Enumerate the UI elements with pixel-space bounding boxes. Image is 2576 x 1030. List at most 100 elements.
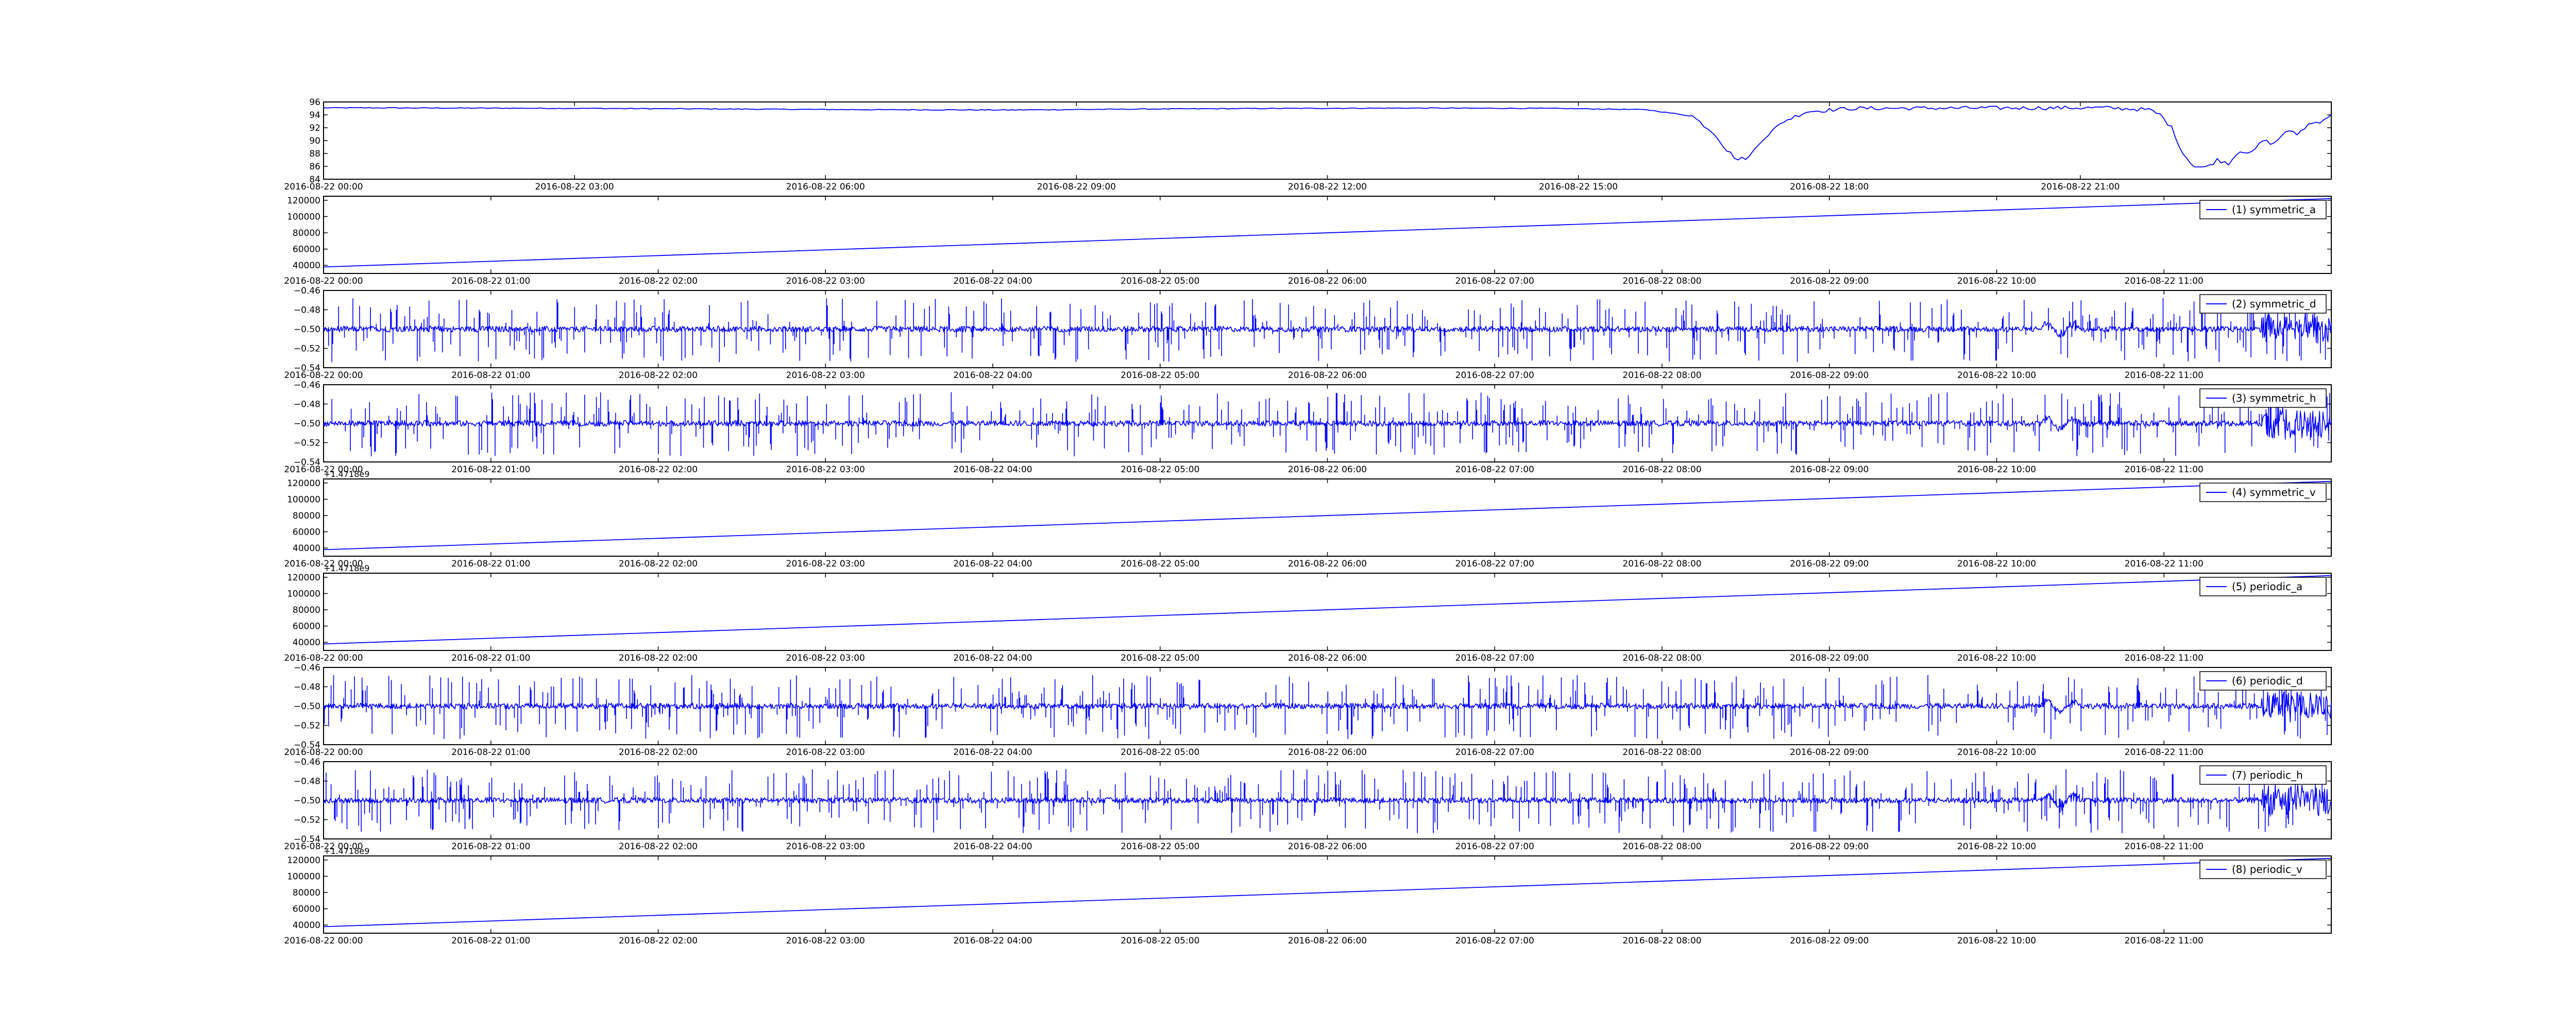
legend-label: (1) symmetric_a — [2232, 203, 2316, 216]
x-tick-label: 2016-08-22 05:00 — [1121, 936, 1199, 946]
legend: (7) periodic_h — [2199, 765, 2327, 785]
y-tick-label: 100000 — [287, 212, 320, 222]
x-tick-label: 2016-08-22 08:00 — [1622, 653, 1701, 663]
legend-label: (5) periodic_a — [2232, 580, 2302, 593]
x-tick-label: 2016-08-22 04:00 — [953, 276, 1032, 286]
subplot-7: −0.54 −0.52 −0.50 −0.48 −0.46 2016-08-22 00:0… — [284, 757, 2332, 852]
x-tick-label: 2016-08-22 21:00 — [2041, 182, 2120, 192]
x-tick-label: 2016-08-22 07:00 — [1455, 653, 1534, 663]
x-tick-label: 2016-08-22 07:00 — [1455, 465, 1534, 475]
x-tick-label: 2016-08-22 02:00 — [619, 559, 698, 569]
legend: (8) periodic_v — [2199, 860, 2327, 879]
x-tick-label: 2016-08-22 04:00 — [953, 653, 1032, 663]
y-tick-label: 100000 — [287, 494, 320, 505]
subplot-8: 40000 60000 80000 100000 120000 2016-08-22 00… — [284, 846, 2332, 946]
y-tick-label: 120000 — [287, 196, 320, 206]
y-tick-label: 60000 — [293, 527, 320, 538]
x-tick-label: 2016-08-22 12:00 — [1288, 182, 1367, 192]
axes-frame — [323, 101, 2332, 180]
subplot-6: −0.54 −0.52 −0.50 −0.48 −0.46 2016-08-22 00:0… — [284, 663, 2332, 758]
axes-frame — [323, 573, 2332, 651]
y-tick-label: 94 — [309, 110, 320, 121]
x-tick-label: 2016-08-22 05:00 — [1121, 842, 1199, 852]
y-tick-label: −0.46 — [294, 286, 320, 296]
y-tick-label: −0.54 — [294, 834, 320, 845]
x-tick-label: 2016-08-22 07:00 — [1455, 276, 1534, 286]
axes-frame — [323, 855, 2332, 934]
y-tick-label: −0.52 — [294, 438, 320, 449]
x-tick-label: 2016-08-22 01:00 — [451, 842, 530, 852]
x-tick-label: 2016-08-22 09:00 — [1790, 276, 1869, 286]
y-tick-label: 80000 — [293, 511, 320, 521]
y-tick-label: −0.50 — [294, 796, 320, 806]
y-tick-label: −0.52 — [294, 344, 320, 354]
legend: (1) symmetric_a — [2199, 200, 2327, 219]
subplot-2: −0.54 −0.52 −0.50 −0.48 −0.46 2016-08-22 00:0… — [284, 286, 2332, 381]
x-tick-label: 2016-08-22 06:00 — [1288, 842, 1367, 852]
x-tick-label: 2016-08-22 05:00 — [1121, 370, 1199, 381]
x-tick-label: 2016-08-22 05:00 — [1121, 559, 1199, 569]
legend: (3) symmetric_h — [2199, 388, 2327, 408]
x-tick-label: 2016-08-22 01:00 — [451, 370, 530, 381]
y-tick-label: −0.48 — [294, 682, 320, 693]
y-tick-label: 40000 — [293, 920, 320, 931]
x-tick-label: 2016-08-22 03:00 — [786, 276, 865, 286]
y-tick-label: −0.50 — [294, 419, 320, 429]
x-tick-label: 2016-08-22 00:00 — [284, 842, 363, 852]
axes-frame — [323, 478, 2332, 557]
x-tick-label: 2016-08-22 08:00 — [1622, 559, 1701, 569]
subplot-0: 84 86 88 90 92 94 96 2016-08-22 00:00 2016-08-22… — [284, 97, 2332, 192]
x-tick-label: 2016-08-22 10:00 — [1957, 936, 2036, 946]
series-line — [323, 769, 2332, 834]
y-tick-label: 60000 — [293, 904, 320, 915]
x-tick-label: 2016-08-22 10:00 — [1957, 465, 2036, 475]
x-tick-label: 2016-08-22 04:00 — [953, 936, 1032, 946]
y-tick-label: 60000 — [293, 622, 320, 632]
legend: (6) periodic_d — [2199, 671, 2327, 691]
x-tick-label: 2016-08-22 00:00 — [284, 559, 363, 569]
x-tick-label: 2016-08-22 10:00 — [1957, 842, 2036, 852]
x-tick-label: 2016-08-22 11:00 — [2125, 653, 2204, 663]
x-offset-label: +1.4718e9 — [324, 469, 369, 479]
x-tick-label: 2016-08-22 00:00 — [284, 465, 363, 475]
x-tick-label: 2016-08-22 00:00 — [284, 747, 363, 758]
legend-label: (3) symmetric_h — [2232, 392, 2316, 404]
x-tick-label: 2016-08-22 01:00 — [451, 276, 530, 286]
series-line — [323, 198, 2332, 268]
x-tick-label: 2016-08-22 09:00 — [1037, 182, 1116, 192]
x-tick-label: 2016-08-22 03:00 — [786, 370, 865, 381]
subplot-4: 40000 60000 80000 100000 120000 2016-08-22 00… — [284, 469, 2332, 569]
x-tick-label: 2016-08-22 06:00 — [1288, 653, 1367, 663]
x-tick-label: 2016-08-22 09:00 — [1790, 370, 1869, 381]
x-tick-label: 2016-08-22 07:00 — [1455, 842, 1534, 852]
x-offset-label: +1.4718e9 — [324, 563, 369, 573]
x-tick-label: 2016-08-22 09:00 — [1790, 465, 1869, 475]
series-line — [323, 675, 2332, 740]
legend: (4) symmetric_v — [2199, 483, 2327, 502]
y-tick-label: 100000 — [287, 871, 320, 882]
x-tick-label: 2016-08-22 08:00 — [1622, 370, 1701, 381]
x-tick-label: 2016-08-22 08:00 — [1622, 276, 1701, 286]
legend-label: (2) symmetric_d — [2232, 298, 2316, 310]
y-tick-label: 96 — [309, 97, 320, 108]
x-tick-label: 2016-08-22 11:00 — [2125, 842, 2204, 852]
x-tick-label: 2016-08-22 05:00 — [1121, 747, 1199, 758]
x-tick-label: 2016-08-22 03:00 — [535, 182, 614, 192]
y-tick-label: −0.46 — [294, 380, 320, 390]
x-tick-label: 2016-08-22 10:00 — [1957, 370, 2036, 381]
x-tick-label: 2016-08-22 04:00 — [953, 842, 1032, 852]
x-tick-label: 2016-08-22 11:00 — [2125, 559, 2204, 569]
legend-label: (6) periodic_d — [2232, 675, 2303, 687]
x-tick-label: 2016-08-22 08:00 — [1622, 842, 1701, 852]
x-tick-label: 2016-08-22 06:00 — [1288, 370, 1367, 381]
y-tick-label: 90 — [309, 136, 320, 146]
legend-label: (8) periodic_v — [2232, 863, 2302, 876]
x-tick-label: 2016-08-22 09:00 — [1790, 842, 1869, 852]
y-tick-label: 120000 — [287, 478, 320, 489]
y-tick-label: −0.46 — [294, 663, 320, 673]
x-tick-label: 2016-08-22 01:00 — [451, 559, 530, 569]
y-tick-label: 100000 — [287, 589, 320, 599]
y-tick-label: 88 — [309, 149, 320, 159]
x-tick-label: 2016-08-22 02:00 — [619, 936, 698, 946]
x-tick-label: 2016-08-22 02:00 — [619, 653, 698, 663]
